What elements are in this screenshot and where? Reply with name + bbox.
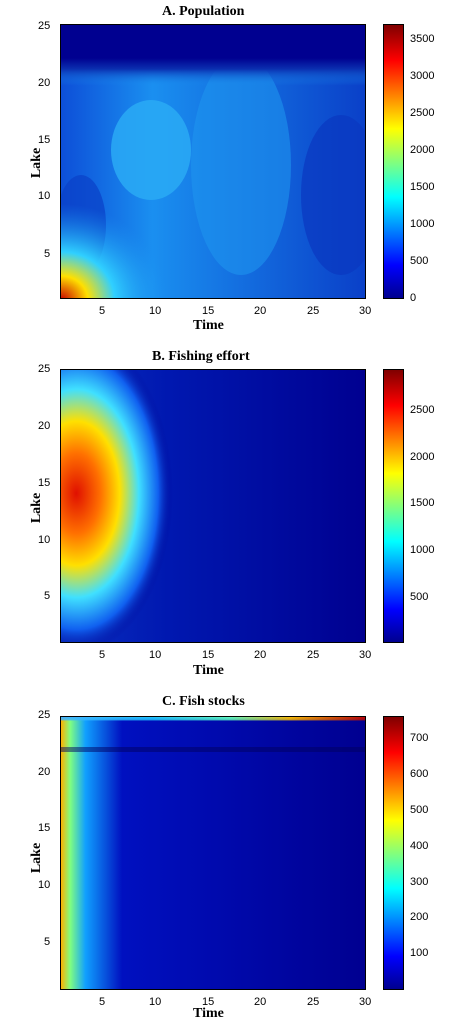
colorbar-tick-label: 300 bbox=[410, 876, 429, 888]
y-tick-label: 10 bbox=[38, 879, 51, 891]
y-tick-label: 5 bbox=[44, 590, 51, 602]
colorbar-tick-label: 400 bbox=[410, 840, 429, 852]
colorbar-tick-label: 700 bbox=[410, 732, 429, 744]
colorbar-tick-label: 2500 bbox=[410, 404, 435, 416]
colorbar-tick-label: 600 bbox=[410, 768, 429, 780]
x-tick-label: 20 bbox=[254, 305, 267, 317]
y-tick-label: 5 bbox=[44, 936, 51, 948]
y-axis-label: Lake bbox=[29, 842, 45, 874]
colorbar-tick-label: 3000 bbox=[410, 70, 435, 82]
x-tick-label: 10 bbox=[149, 996, 162, 1008]
colorbar-tick-label: 2000 bbox=[410, 451, 435, 463]
y-tick-label: 25 bbox=[38, 709, 51, 721]
heatmap-surface bbox=[61, 25, 365, 298]
colorbar-tick-label: 500 bbox=[410, 804, 429, 816]
colorbar bbox=[383, 716, 404, 990]
heatmap-plot bbox=[60, 24, 366, 299]
y-tick-label: 20 bbox=[38, 77, 51, 89]
colorbar-tick-label: 1500 bbox=[410, 181, 435, 193]
x-tick-label: 20 bbox=[254, 996, 267, 1008]
chart-panel-fishing-effort: B. Fishing effort Lake 5 10 15 20 25 30 … bbox=[0, 345, 463, 685]
x-tick-label: 15 bbox=[202, 996, 215, 1008]
x-tick-label: 5 bbox=[99, 305, 106, 317]
x-tick-label: 30 bbox=[359, 649, 372, 661]
y-tick-label: 25 bbox=[38, 20, 51, 32]
x-tick-label: 25 bbox=[307, 996, 320, 1008]
colorbar bbox=[383, 369, 404, 643]
chart-panel-fish-stocks: C. Fish stocks Lake 5 10 15 20 25 30 bbox=[0, 688, 463, 1028]
colorbar-tick-label: 200 bbox=[410, 911, 429, 923]
y-tick-label: 20 bbox=[38, 766, 51, 778]
x-tick-label: 10 bbox=[149, 305, 162, 317]
x-tick-label: 25 bbox=[307, 649, 320, 661]
chart-panel-population: A. Population Lake 5 10 15 bbox=[0, 0, 463, 340]
y-tick-label: 5 bbox=[44, 248, 51, 260]
y-tick-label: 15 bbox=[38, 822, 51, 834]
chart-title: B. Fishing effort bbox=[152, 349, 250, 364]
colorbar-gradient bbox=[384, 370, 403, 642]
heatmap-plot bbox=[60, 716, 366, 990]
colorbar-tick-label: 2000 bbox=[410, 144, 435, 156]
colorbar-tick-label: 1500 bbox=[410, 497, 435, 509]
x-tick-label: 10 bbox=[149, 649, 162, 661]
y-tick-label: 25 bbox=[38, 363, 51, 375]
x-axis-label: Time bbox=[193, 318, 224, 333]
colorbar-tick-label: 500 bbox=[410, 591, 429, 603]
y-tick-label: 20 bbox=[38, 420, 51, 432]
x-tick-label: 30 bbox=[359, 996, 372, 1008]
x-tick-label: 20 bbox=[254, 649, 267, 661]
x-axis-label: Time bbox=[193, 1006, 224, 1021]
x-tick-label: 15 bbox=[202, 649, 215, 661]
chart-title: C. Fish stocks bbox=[162, 694, 245, 709]
y-tick-label: 10 bbox=[38, 190, 51, 202]
y-tick-label: 15 bbox=[38, 477, 51, 489]
y-tick-label: 10 bbox=[38, 534, 51, 546]
colorbar-tick-label: 100 bbox=[410, 947, 429, 959]
colorbar-tick-label: 500 bbox=[410, 255, 429, 267]
colorbar-gradient bbox=[384, 717, 403, 989]
x-tick-label: 5 bbox=[99, 649, 106, 661]
colorbar-tick-label: 0 bbox=[410, 292, 417, 304]
colorbar-tick-label: 1000 bbox=[410, 218, 435, 230]
heatmap-plot bbox=[60, 369, 366, 643]
heatmap-surface bbox=[61, 370, 365, 642]
colorbar-tick-label: 1000 bbox=[410, 544, 435, 556]
y-axis-label: Lake bbox=[29, 492, 45, 524]
heatmap-surface bbox=[61, 717, 365, 989]
colorbar-tick-label: 3500 bbox=[410, 33, 435, 45]
x-tick-label: 5 bbox=[99, 996, 106, 1008]
y-axis-label: Lake bbox=[29, 147, 45, 179]
colorbar-tick-label: 2500 bbox=[410, 107, 435, 119]
x-tick-label: 15 bbox=[202, 305, 215, 317]
x-tick-label: 30 bbox=[359, 305, 372, 317]
y-tick-label: 15 bbox=[38, 134, 51, 146]
chart-title: A. Population bbox=[162, 4, 245, 19]
colorbar bbox=[383, 24, 404, 299]
x-axis-label: Time bbox=[193, 663, 224, 678]
x-tick-label: 25 bbox=[307, 305, 320, 317]
colorbar-gradient bbox=[384, 25, 403, 298]
